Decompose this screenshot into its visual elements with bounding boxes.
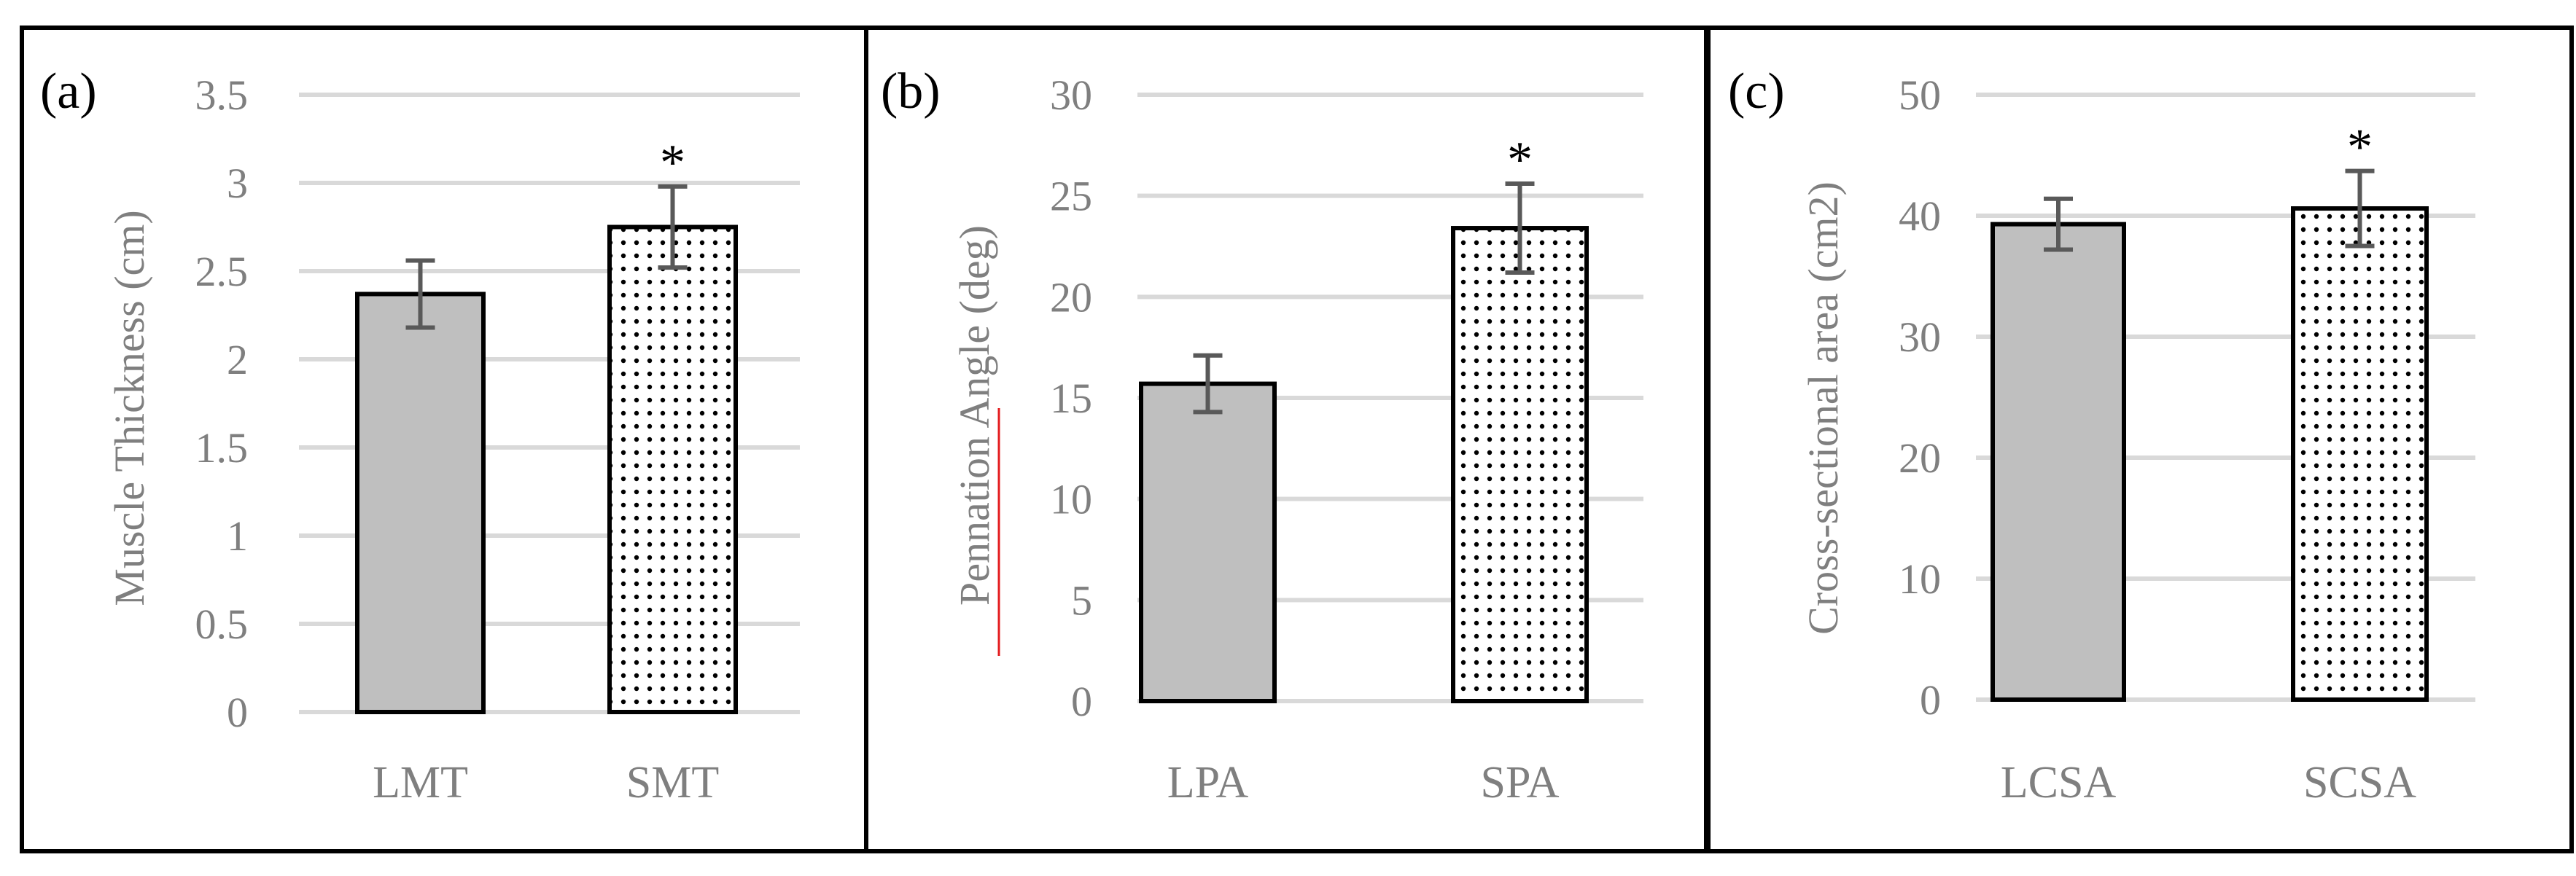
y-tick-label: 30 — [1899, 313, 1941, 361]
y-tick-label: 50 — [1899, 71, 1941, 119]
panel-label-b: (b) — [881, 63, 941, 120]
y-axis-title-c: Cross-sectional area (cm2) — [1799, 181, 1847, 635]
category-label: SPA — [1480, 758, 1559, 807]
bar-lcsa — [1993, 224, 2124, 700]
bar-smt — [610, 227, 736, 713]
panel-a: 0 0.5 1 1.5 2 2.5 3 3.5 LMT SMT * (a) Muscle Thi… — [0, 0, 868, 876]
category-label: LMT — [373, 758, 468, 807]
y-tick-label: 10 — [1050, 476, 1092, 523]
bar-lpa — [1141, 384, 1275, 701]
panel-label-c: (c) — [1728, 63, 1785, 120]
y-tick-label: 2 — [227, 336, 248, 383]
y-tick-label: 3.5 — [195, 71, 249, 119]
significance-marker: * — [2347, 120, 2373, 176]
y-tick-label: 5 — [1071, 576, 1092, 624]
significance-marker: * — [1507, 132, 1533, 188]
category-label: LPA — [1167, 758, 1249, 807]
y-tick-label: 0 — [227, 689, 248, 736]
y-tick-label: 0 — [1920, 676, 1941, 724]
y-tick-label: 3 — [227, 160, 248, 207]
y-axis-title-b: Pennation Angle (deg) — [951, 225, 998, 606]
y-tick-label: 1.5 — [195, 424, 249, 472]
panel-c: 0 10 20 30 40 50 LCSA SCSA * (c) Cross-section… — [1706, 0, 2574, 876]
y-tick-label: 15 — [1050, 375, 1092, 422]
y-tick-label: 10 — [1899, 555, 1941, 603]
y-tick-label: 20 — [1050, 273, 1092, 321]
y-tick-label: 30 — [1050, 71, 1092, 119]
bar-spa — [1453, 228, 1587, 701]
y-tick-label: 20 — [1899, 434, 1941, 482]
category-label: LCSA — [2001, 758, 2117, 807]
y-tick-label: 25 — [1050, 173, 1092, 220]
category-label: SCSA — [2303, 758, 2416, 807]
significance-marker: * — [660, 135, 685, 191]
y-tick-label: 0 — [1071, 678, 1092, 725]
panel-b: 0 5 10 15 20 25 30 LPA SPA * (b) Pennation Angl… — [866, 0, 1708, 876]
panel-label-a: (a) — [40, 63, 97, 120]
y-tick-label: 1 — [227, 512, 248, 560]
figure: 0 0.5 1 1.5 2 2.5 3 3.5 LMT SMT * (a) Muscle Thi… — [0, 0, 2576, 876]
y-axis-title-a: Muscle Thickness (cm) — [106, 210, 153, 606]
bar-scsa — [2293, 208, 2427, 700]
y-tick-label: 0.5 — [195, 601, 249, 648]
y-tick-label: 2.5 — [195, 248, 249, 295]
y-tick-label: 40 — [1899, 192, 1941, 240]
category-label: SMT — [626, 758, 719, 807]
bar-lmt — [357, 294, 483, 712]
